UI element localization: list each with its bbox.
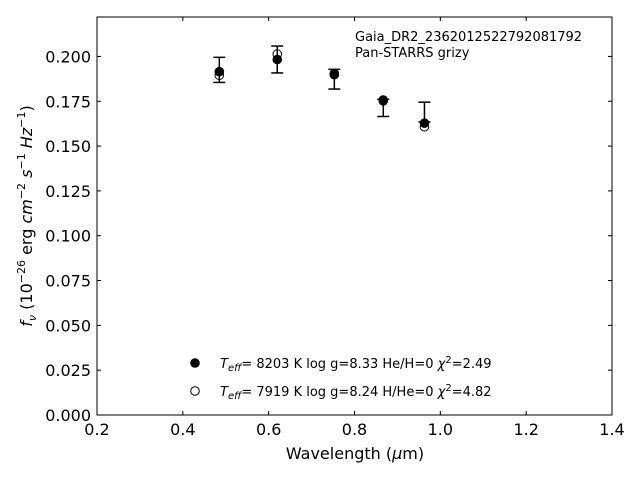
y-tick-label: 0.000 — [45, 406, 91, 425]
x-axis-ticks: 0.2 0.4 0.6 0.8 1.0 1.2 1.4 — [84, 17, 625, 439]
legend-marker-filled — [190, 358, 200, 368]
x-tick-label: 0.6 — [256, 420, 281, 439]
y-tick-label: 0.025 — [45, 361, 91, 380]
y-tick-label: 0.050 — [45, 316, 91, 335]
y-tick-label: 0.200 — [45, 47, 91, 66]
x-tick-label: 1.4 — [599, 420, 624, 439]
y-tick-label: 0.100 — [45, 227, 91, 246]
plot-frame — [96, 16, 613, 416]
filled-circle-point — [272, 54, 283, 65]
filled-circle-point — [378, 95, 389, 105]
x-tick-label: 0.8 — [342, 420, 367, 439]
legend: Teff= 8203 K log g=8.33 He/H=0 χ2=2.49 T… — [190, 355, 492, 402]
y-tick-label: 0.150 — [45, 137, 91, 156]
star-id-annotation: Gaia_DR2_2362012522792081792 — [355, 30, 582, 45]
y-tick-label: 0.125 — [45, 182, 91, 201]
data-marks — [213, 45, 431, 132]
filled-circle-point — [214, 66, 225, 77]
x-tick-label: 0.4 — [170, 420, 195, 439]
legend-marker-open — [190, 386, 200, 396]
y-axis-label: fν (10−26 erg cm−2 s−1 Hz−1) — [15, 105, 39, 326]
x-axis-label: Wavelength (μm) — [286, 444, 424, 463]
y-tick-label: 0.175 — [45, 92, 91, 111]
y-axis-ticks: 0.000 0.025 0.050 0.075 0.100 0.125 0.150 0.175… — [45, 47, 612, 425]
survey-annotation: Pan-STARRS grizy — [355, 46, 470, 61]
legend-entry-1: Teff= 8203 K log g=8.33 He/H=0 χ2=2.49 — [220, 355, 492, 374]
x-tick-label: 1.0 — [428, 420, 453, 439]
filled-circle-point — [329, 69, 340, 80]
x-tick-label: 0.2 — [84, 420, 109, 439]
x-tick-label: 1.2 — [513, 420, 538, 439]
legend-entry-2: Teff= 7919 K log g=8.24 H/He=0 χ2=4.82 — [220, 383, 492, 402]
y-tick-label: 0.075 — [45, 272, 91, 291]
filled-circle-point — [419, 118, 430, 128]
